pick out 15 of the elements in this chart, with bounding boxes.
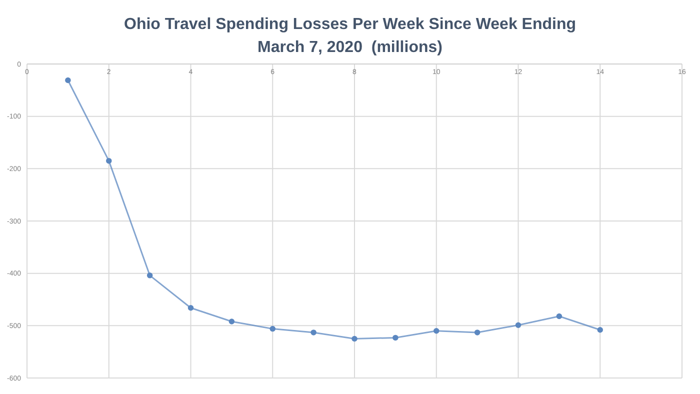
point bbox=[310, 330, 316, 336]
point bbox=[228, 318, 235, 324]
point bbox=[106, 158, 112, 164]
point bbox=[515, 322, 522, 328]
point bbox=[270, 326, 276, 332]
point bbox=[65, 77, 71, 84]
point bbox=[597, 326, 603, 333]
point bbox=[146, 272, 153, 278]
point bbox=[188, 305, 194, 311]
point bbox=[474, 330, 480, 336]
chart-title: Ohio Travel Spending Losses Per Week Since Week Ending March 7, 2020 (millions) bbox=[124, 16, 576, 56]
point bbox=[352, 336, 358, 342]
point bbox=[556, 313, 562, 320]
point bbox=[434, 328, 440, 334]
point bbox=[392, 334, 398, 341]
